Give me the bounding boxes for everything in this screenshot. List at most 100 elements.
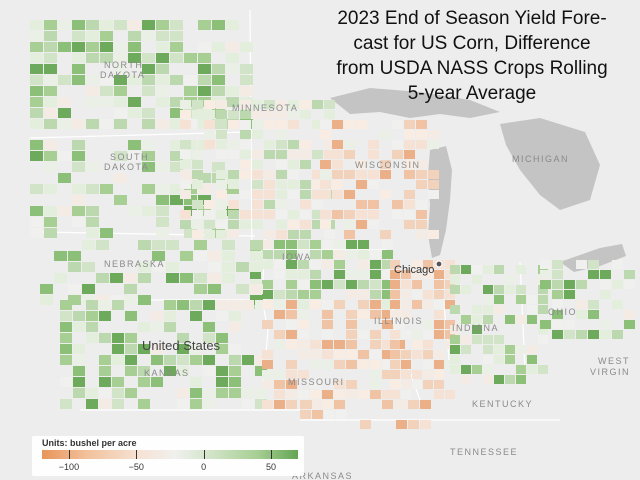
county-cell <box>450 275 460 284</box>
county-cell <box>170 97 183 107</box>
county-cell <box>44 140 57 150</box>
county-cell <box>142 206 155 216</box>
county-cell <box>203 322 215 332</box>
county-cell <box>44 75 57 85</box>
county-cell <box>527 355 537 364</box>
county-cell <box>68 284 81 294</box>
county-cell <box>54 251 67 261</box>
county-cell <box>142 151 155 161</box>
county-cell <box>228 110 239 119</box>
county-cell <box>334 400 345 409</box>
county-cell <box>128 97 141 107</box>
county-cell <box>44 108 57 118</box>
county-cell <box>250 262 263 272</box>
county-cell <box>99 300 111 310</box>
county-cell <box>216 300 228 310</box>
county-cell <box>392 200 403 209</box>
county-cell <box>310 260 321 269</box>
county-cell <box>423 340 433 349</box>
county-cell <box>505 315 515 324</box>
county-cell <box>190 377 202 387</box>
county-cell <box>138 399 150 409</box>
county-cell <box>138 366 150 376</box>
county-cell <box>300 210 311 219</box>
county-cell <box>588 300 599 309</box>
county-cell <box>483 345 493 354</box>
county-cell <box>346 320 357 329</box>
county-cell <box>44 20 57 30</box>
county-cell <box>390 360 400 369</box>
city-marker-icon <box>435 260 443 268</box>
county-cell <box>170 20 183 30</box>
county-cell <box>298 280 309 289</box>
county-cell <box>416 130 427 139</box>
legend-tick <box>203 450 205 459</box>
county-cell <box>44 228 57 238</box>
county-cell <box>192 210 203 219</box>
county-cell <box>112 399 124 409</box>
county-cell <box>312 400 323 409</box>
county-cell <box>368 170 379 179</box>
county-cell <box>416 120 427 129</box>
county-cell <box>286 240 297 249</box>
county-cell <box>252 100 263 109</box>
county-cell <box>344 170 355 179</box>
county-cell <box>423 260 433 269</box>
county-cell <box>434 350 444 359</box>
county-cell <box>368 180 379 189</box>
county-cell <box>184 53 197 63</box>
county-cell <box>216 100 227 109</box>
county-cell <box>240 64 253 74</box>
county-cell <box>332 180 343 189</box>
county-cell <box>538 285 548 294</box>
county-cell <box>252 120 263 129</box>
county-cell <box>494 295 504 304</box>
county-cell <box>300 190 311 199</box>
county-cell <box>86 42 99 52</box>
county-cell <box>82 262 95 272</box>
county-cell <box>408 400 419 409</box>
county-cell <box>128 108 141 118</box>
county-cell <box>58 119 71 129</box>
county-cell <box>86 333 98 343</box>
county-cell <box>138 377 150 387</box>
county-cell <box>216 311 228 321</box>
county-cell <box>264 190 275 199</box>
county-cell <box>72 140 85 150</box>
county-cell <box>226 64 239 74</box>
county-cell <box>114 75 127 85</box>
county-cell <box>40 284 53 294</box>
county-cell <box>99 333 111 343</box>
county-cell <box>208 273 221 283</box>
county-cell <box>298 330 309 339</box>
county-cell <box>208 251 221 261</box>
county-cell <box>624 320 635 329</box>
county-cell <box>445 280 455 289</box>
lake-superior <box>330 88 500 118</box>
county-cell <box>423 270 433 279</box>
county-cell <box>286 250 297 259</box>
county-cell <box>44 31 57 41</box>
county-cell <box>262 290 273 299</box>
county-cell <box>166 240 179 250</box>
county-cell <box>128 206 141 216</box>
county-cell <box>190 344 202 354</box>
county-cell <box>312 200 323 209</box>
county-cell <box>420 400 431 409</box>
county-cell <box>412 270 422 279</box>
county-cell <box>138 322 150 332</box>
county-cell <box>450 265 460 274</box>
county-cell <box>334 260 345 269</box>
county-cell <box>262 370 273 379</box>
county-cell <box>416 140 427 149</box>
county-cell <box>99 366 111 376</box>
county-cell <box>288 160 299 169</box>
county-cell <box>216 344 228 354</box>
county-cell <box>516 375 526 384</box>
county-cell <box>332 160 343 169</box>
county-cell <box>30 20 43 30</box>
county-cell <box>401 380 411 389</box>
county-cell <box>99 311 111 321</box>
county-cell <box>370 250 381 259</box>
